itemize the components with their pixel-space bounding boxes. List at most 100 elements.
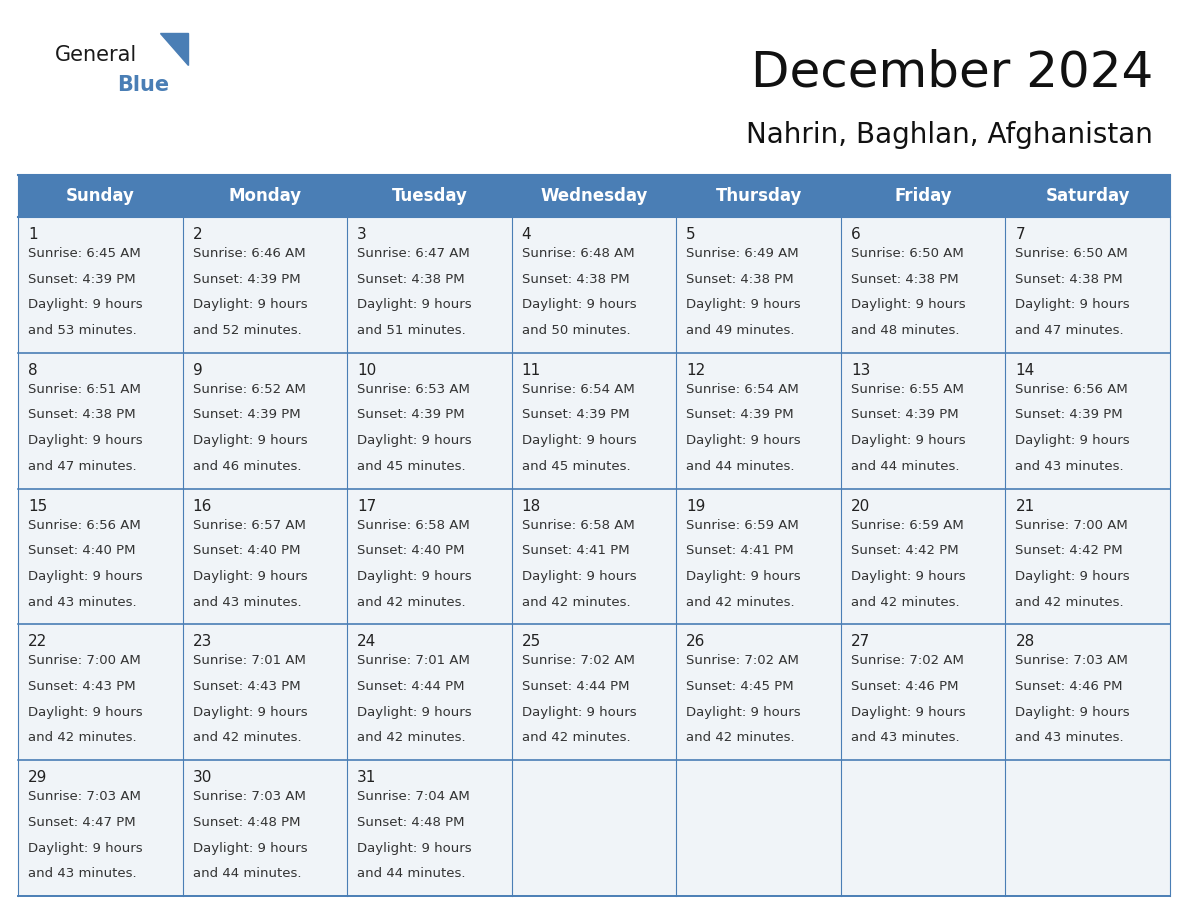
Text: Sunrise: 7:03 AM: Sunrise: 7:03 AM [29, 790, 141, 803]
Bar [1005, 217, 1170, 353]
Text: 17: 17 [358, 498, 377, 513]
Text: 20: 20 [851, 498, 870, 513]
Text: 11: 11 [522, 363, 541, 378]
Text: Sunrise: 7:00 AM: Sunrise: 7:00 AM [1016, 519, 1129, 532]
Text: Daylight: 9 hours: Daylight: 9 hours [687, 434, 801, 447]
Text: Sunrise: 6:58 AM: Sunrise: 6:58 AM [522, 519, 634, 532]
Text: and 52 minutes.: and 52 minutes. [192, 324, 302, 337]
Text: Daylight: 9 hours: Daylight: 9 hours [29, 706, 143, 719]
Text: Daylight: 9 hours: Daylight: 9 hours [358, 298, 472, 311]
Text: Sunrise: 6:45 AM: Sunrise: 6:45 AM [29, 247, 140, 260]
Text: and 46 minutes.: and 46 minutes. [192, 460, 301, 473]
Bar [1005, 760, 1170, 896]
Text: and 42 minutes.: and 42 minutes. [851, 596, 960, 609]
Text: Sunrise: 7:00 AM: Sunrise: 7:00 AM [29, 655, 140, 667]
Text: Blue: Blue [116, 75, 169, 95]
Text: Daylight: 9 hours: Daylight: 9 hours [358, 842, 472, 855]
Text: and 45 minutes.: and 45 minutes. [522, 460, 631, 473]
Text: Sunrise: 6:59 AM: Sunrise: 6:59 AM [687, 519, 800, 532]
Text: 12: 12 [687, 363, 706, 378]
Text: and 48 minutes.: and 48 minutes. [851, 324, 960, 337]
Text: Daylight: 9 hours: Daylight: 9 hours [192, 434, 308, 447]
Text: and 44 minutes.: and 44 minutes. [687, 460, 795, 473]
Bar [512, 353, 676, 488]
Text: Sunset: 4:38 PM: Sunset: 4:38 PM [29, 409, 135, 421]
Bar [1005, 175, 1170, 217]
Text: Daylight: 9 hours: Daylight: 9 hours [358, 706, 472, 719]
Bar [18, 624, 183, 760]
Text: and 42 minutes.: and 42 minutes. [687, 732, 795, 744]
Text: Sunset: 4:39 PM: Sunset: 4:39 PM [192, 273, 301, 285]
Text: Sunset: 4:38 PM: Sunset: 4:38 PM [687, 273, 794, 285]
Bar [676, 353, 841, 488]
Bar [1005, 624, 1170, 760]
Text: Sunrise: 6:50 AM: Sunrise: 6:50 AM [1016, 247, 1129, 260]
Text: Daylight: 9 hours: Daylight: 9 hours [192, 842, 308, 855]
Text: Sunrise: 7:02 AM: Sunrise: 7:02 AM [522, 655, 634, 667]
Text: Sunrise: 6:55 AM: Sunrise: 6:55 AM [851, 383, 963, 396]
Text: Sunset: 4:47 PM: Sunset: 4:47 PM [29, 816, 135, 829]
Text: Sunrise: 6:57 AM: Sunrise: 6:57 AM [192, 519, 305, 532]
Text: and 50 minutes.: and 50 minutes. [522, 324, 631, 337]
Text: Sunset: 4:40 PM: Sunset: 4:40 PM [29, 544, 135, 557]
Text: December 2024: December 2024 [751, 48, 1154, 96]
Text: Daylight: 9 hours: Daylight: 9 hours [192, 570, 308, 583]
Text: Daylight: 9 hours: Daylight: 9 hours [192, 298, 308, 311]
Bar [841, 488, 1005, 624]
Text: Sunrise: 6:50 AM: Sunrise: 6:50 AM [851, 247, 963, 260]
Text: 30: 30 [192, 770, 211, 785]
Bar [18, 488, 183, 624]
Bar [183, 488, 347, 624]
Text: Sunset: 4:39 PM: Sunset: 4:39 PM [522, 409, 630, 421]
Text: and 42 minutes.: and 42 minutes. [358, 596, 466, 609]
Text: Sunrise: 7:03 AM: Sunrise: 7:03 AM [192, 790, 305, 803]
Text: Daylight: 9 hours: Daylight: 9 hours [851, 434, 966, 447]
Bar [512, 217, 676, 353]
Text: Sunrise: 6:58 AM: Sunrise: 6:58 AM [358, 519, 470, 532]
Text: and 44 minutes.: and 44 minutes. [192, 868, 301, 880]
Text: Sunrise: 7:01 AM: Sunrise: 7:01 AM [358, 655, 470, 667]
Text: Daylight: 9 hours: Daylight: 9 hours [522, 706, 637, 719]
Bar [183, 760, 347, 896]
Text: and 42 minutes.: and 42 minutes. [1016, 596, 1124, 609]
Text: Wednesday: Wednesday [541, 187, 647, 205]
Text: 25: 25 [522, 634, 541, 649]
Text: and 43 minutes.: and 43 minutes. [1016, 732, 1124, 744]
Bar [1005, 488, 1170, 624]
Text: Sunrise: 6:48 AM: Sunrise: 6:48 AM [522, 247, 634, 260]
Text: Daylight: 9 hours: Daylight: 9 hours [29, 298, 143, 311]
Text: Sunrise: 6:49 AM: Sunrise: 6:49 AM [687, 247, 798, 260]
Text: Daylight: 9 hours: Daylight: 9 hours [522, 570, 637, 583]
Text: Sunset: 4:39 PM: Sunset: 4:39 PM [687, 409, 794, 421]
Text: and 42 minutes.: and 42 minutes. [522, 732, 631, 744]
Text: and 42 minutes.: and 42 minutes. [358, 732, 466, 744]
Bar [841, 353, 1005, 488]
Text: Sunset: 4:44 PM: Sunset: 4:44 PM [522, 680, 630, 693]
Bar [676, 624, 841, 760]
Bar [841, 624, 1005, 760]
Text: Monday: Monday [228, 187, 302, 205]
Text: Thursday: Thursday [715, 187, 802, 205]
Bar [1005, 353, 1170, 488]
Bar [512, 760, 676, 896]
Text: Daylight: 9 hours: Daylight: 9 hours [192, 706, 308, 719]
Bar [347, 624, 512, 760]
Bar [841, 760, 1005, 896]
Text: 28: 28 [1016, 634, 1035, 649]
Text: Sunset: 4:46 PM: Sunset: 4:46 PM [851, 680, 959, 693]
Text: Daylight: 9 hours: Daylight: 9 hours [851, 298, 966, 311]
Text: Sunrise: 6:56 AM: Sunrise: 6:56 AM [29, 519, 140, 532]
Text: Daylight: 9 hours: Daylight: 9 hours [1016, 434, 1130, 447]
Text: Sunset: 4:41 PM: Sunset: 4:41 PM [687, 544, 794, 557]
Text: Sunset: 4:45 PM: Sunset: 4:45 PM [687, 680, 794, 693]
Bar [512, 624, 676, 760]
Text: Sunday: Sunday [65, 187, 134, 205]
Text: Sunset: 4:40 PM: Sunset: 4:40 PM [358, 544, 465, 557]
Text: Sunset: 4:42 PM: Sunset: 4:42 PM [1016, 544, 1123, 557]
Text: 29: 29 [29, 770, 48, 785]
Bar [18, 353, 183, 488]
Text: and 44 minutes.: and 44 minutes. [358, 868, 466, 880]
Bar [183, 624, 347, 760]
Text: and 44 minutes.: and 44 minutes. [851, 460, 960, 473]
Bar [676, 175, 841, 217]
